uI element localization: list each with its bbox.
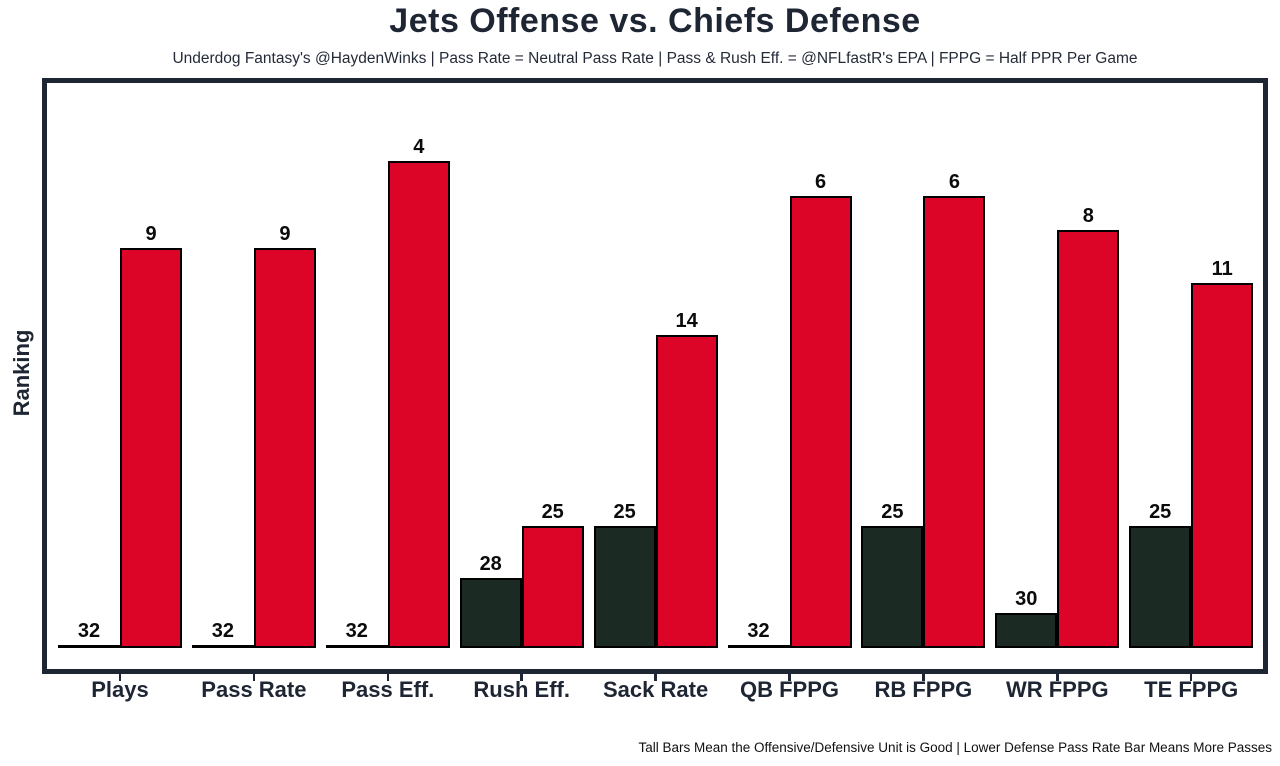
x-tick-pass-eff: [386, 674, 390, 681]
bar-jets-offense-pass-eff: [325, 645, 388, 648]
bar-value-label-chiefs-defense-pass-rate: 9: [279, 222, 291, 245]
bar-chiefs-defense-te-fppg: [1191, 282, 1254, 648]
bar-value-label-jets-offense-wr-fppg: 30: [1015, 588, 1038, 611]
x-tick-pass-rate: [252, 674, 256, 681]
bar-value-label-chiefs-defense-rb-fppg: 6: [948, 170, 960, 193]
bar-value-label-chiefs-defense-wr-fppg: 8: [1082, 205, 1094, 228]
bar-value-label-chiefs-defense-qb-fppg: 6: [814, 170, 827, 193]
bar-jets-offense-rb-fppg: [861, 526, 924, 648]
bar-chiefs-defense-pass-eff: [387, 160, 450, 648]
bar-jets-offense-pass-rate: [191, 645, 254, 648]
bar-chiefs-defense-qb-fppg: [789, 195, 852, 648]
bar-value-label-chiefs-defense-sack-rate: 14: [675, 309, 698, 332]
x-tick-te-fppg: [1189, 674, 1193, 681]
x-tick-qb-fppg: [788, 674, 791, 681]
chart-title: Jets Offense vs. Chiefs Defense: [389, 2, 921, 40]
bar-jets-offense-plays: [58, 645, 120, 648]
bar-value-label-jets-offense-plays: 32: [77, 620, 101, 642]
bar-value-label-jets-offense-pass-eff: 32: [345, 620, 368, 642]
bar-jets-offense-qb-fppg: [727, 645, 790, 648]
x-axis-label-pass-rate: Pass Rate: [201, 677, 307, 702]
x-tick-wr-fppg: [1056, 674, 1059, 681]
chart-subtitle: Underdog Fantasy's @HaydenWinks | Pass R…: [172, 50, 1138, 67]
bar-value-label-jets-offense-pass-rate: 32: [211, 620, 235, 642]
bar-value-label-chiefs-defense-rush-eff: 25: [541, 501, 564, 524]
x-axis-label-plays: Plays: [91, 677, 149, 702]
bar-value-label-jets-offense-qb-fppg: 32: [747, 620, 770, 642]
bar-jets-offense-te-fppg: [1129, 526, 1192, 648]
x-axis-label-rb-fppg: RB FPPG: [874, 677, 973, 702]
x-axis-label-qb-fppg: QB FPPG: [739, 677, 839, 702]
x-axis-label-pass-eff: Pass Eff.: [341, 677, 435, 702]
bar-value-label-jets-offense-sack-rate: 25: [613, 501, 636, 524]
bar-chiefs-defense-pass-rate: [253, 247, 316, 648]
bar-chiefs-defense-wr-fppg: [1057, 230, 1120, 648]
bar-chiefs-defense-rb-fppg: [923, 195, 986, 648]
bar-value-label-chiefs-defense-plays: 9: [145, 222, 157, 245]
chart-footnote: Tall Bars Mean the Offensive/Defensive U…: [638, 740, 1272, 755]
x-axis-label-sack-rate: Sack Rate: [603, 677, 709, 702]
bar-jets-offense-rush-eff: [459, 578, 522, 648]
bar-value-label-jets-offense-rush-eff: 28: [479, 553, 502, 576]
x-tick-rush-eff: [520, 674, 523, 681]
bar-value-label-jets-offense-rb-fppg: 25: [881, 501, 904, 524]
bar-value-label-chiefs-defense-pass-eff: 4: [413, 135, 425, 158]
x-axis-label-rush-eff: Rush Eff.: [473, 677, 570, 702]
bar-value-label-jets-offense-te-fppg: 25: [1149, 501, 1172, 524]
bar-value-label-chiefs-defense-te-fppg: 11: [1211, 257, 1233, 280]
bar-chiefs-defense-rush-eff: [521, 526, 584, 648]
x-axis-label-wr-fppg: WR FPPG: [1005, 677, 1109, 702]
y-axis-label: Ranking: [9, 329, 34, 417]
bar-jets-offense-sack-rate: [593, 526, 656, 648]
x-axis-label-te-fppg: TE FPPG: [1144, 677, 1239, 702]
bar-chiefs-defense-plays: [120, 247, 182, 648]
bar-chiefs-defense-sack-rate: [655, 334, 718, 648]
bar-jets-offense-wr-fppg: [995, 613, 1058, 648]
x-tick-rb-fppg: [922, 674, 925, 681]
x-tick-plays: [118, 674, 122, 681]
x-tick-sack-rate: [654, 674, 657, 681]
